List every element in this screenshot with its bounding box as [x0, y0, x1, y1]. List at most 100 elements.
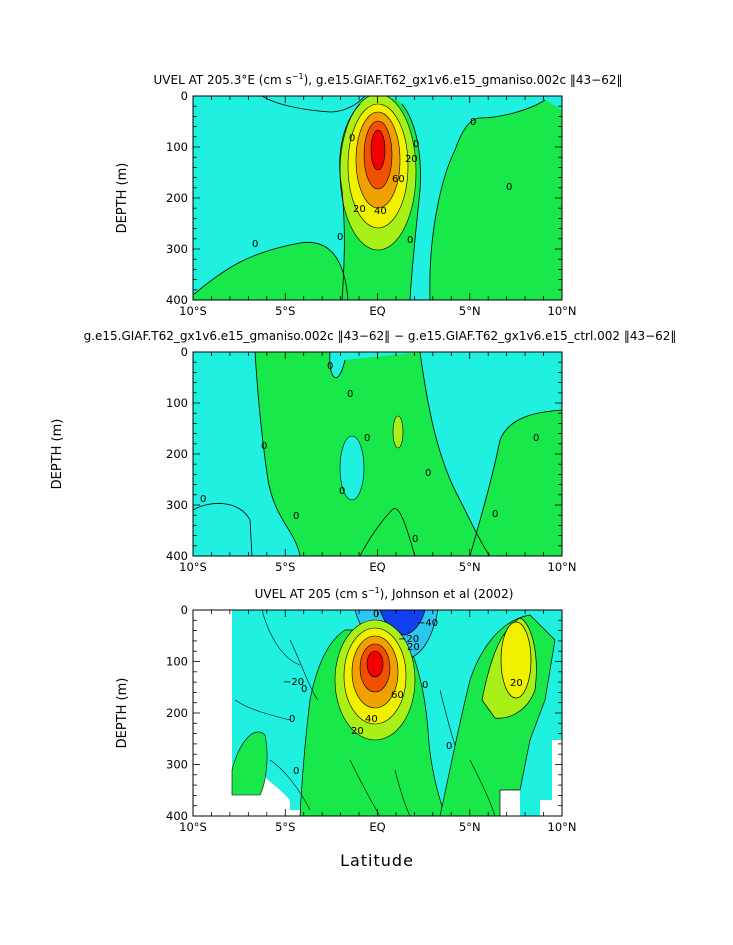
- panel-2-green-southwest-region: [193, 503, 252, 556]
- panel-1-contour-label-8: 0: [252, 239, 258, 250]
- x-tick-label: 5°N: [459, 820, 481, 834]
- panel-1-contour-field: [193, 96, 562, 300]
- panel-3-contour-label-7: 20: [407, 642, 420, 653]
- y-tick-label: 100: [166, 396, 188, 410]
- y-tick-label: 400: [166, 293, 188, 307]
- x-tick-label: EQ: [369, 560, 385, 574]
- panel-2-contour-field: [193, 352, 562, 556]
- y-tick-label: 300: [166, 242, 188, 256]
- y-tick-label: 200: [166, 191, 188, 205]
- panel-1-contour-label-9: 0: [337, 232, 343, 243]
- panel-1-surface-contour: [261, 96, 366, 113]
- panel-2-contour-label-10: 0: [492, 509, 498, 520]
- panel-1-contour-label-3: 20: [405, 154, 418, 165]
- x-tick-label: 10°S: [179, 304, 207, 318]
- panel-2-axes: 10°S 5°S EQ 5°N 10°N 0 100 200 300 400: [166, 345, 576, 574]
- panel-2-contour-label-9: 0: [425, 468, 431, 479]
- y-tick-label: 300: [166, 498, 188, 512]
- panel-2-contour-label-7: 0: [293, 511, 299, 522]
- x-tick-label: 5°N: [459, 304, 481, 318]
- panel-1-zero-contour-south: [193, 241, 349, 300]
- panel-3-contour-label-2: 0: [301, 684, 307, 695]
- panel-1-jet-core: [370, 129, 386, 171]
- panel-1-contour-label-5: 40: [374, 206, 387, 217]
- x-tick-label: 10°N: [548, 304, 577, 318]
- y-tick-label: 400: [166, 809, 188, 823]
- y-tick-label: 400: [166, 549, 188, 563]
- x-tick-label: 10°N: [548, 560, 577, 574]
- panel-2-ylabel: DEPTH (m): [50, 419, 65, 490]
- panel-1-contour-label-6: 20: [353, 204, 366, 215]
- panel-2-contour-label-5: 0: [339, 486, 345, 497]
- panel-3-yellow-east-core: [500, 621, 532, 699]
- x-tick-label: 5°S: [275, 304, 295, 318]
- panel-3-contour-label-3: 20: [351, 726, 364, 737]
- x-tick-label: EQ: [369, 820, 385, 834]
- x-tick-label: 5°S: [275, 560, 295, 574]
- y-tick-label: 0: [181, 603, 188, 617]
- panel-2-contour-label-3: 0: [364, 433, 370, 444]
- panel-1-contour-label-4: 60: [392, 174, 405, 185]
- panel-3-jet-core: [366, 650, 384, 678]
- panel-1-zero-contour-east: [429, 99, 546, 300]
- panel-1-contour-label-1: 0: [349, 133, 355, 144]
- panel-2-contour-label-2: 0: [347, 389, 353, 400]
- panel-2-title: g.e15.GIAF.T62_gx1v6.e15_gmaniso.002c ‖4…: [84, 329, 677, 343]
- panel-3-deep-green-patch-west: [231, 731, 268, 796]
- x-tick-label: 5°S: [275, 820, 295, 834]
- y-tick-label: 0: [181, 345, 188, 359]
- panel-1-contour-label-11: 0: [506, 182, 512, 193]
- panel-3-contour-label-13: 0: [293, 766, 299, 777]
- panel-1-contour-label-10: 0: [407, 235, 413, 246]
- y-tick-label: 200: [166, 447, 188, 461]
- y-tick-label: 200: [166, 706, 188, 720]
- panel-3-title: UVEL AT 205 (cm s−1), Johnson et al (200…: [255, 586, 514, 601]
- panel-1-title: UVEL AT 205.3°E (cm s−1), g.e15.GIAF.T62…: [154, 72, 623, 87]
- panel-3-contour-label-10: −40: [417, 618, 438, 629]
- panel-3: UVEL AT 205 (cm s−1), Johnson et al (200…: [115, 586, 577, 834]
- panel-2: g.e15.GIAF.T62_gx1v6.e15_gmaniso.002c ‖4…: [50, 329, 676, 574]
- panel-3-contour-label-9: −20: [398, 634, 419, 645]
- panel-3-contour-label-6: 60: [391, 690, 404, 701]
- figure-xlabel: Latitude: [340, 851, 414, 870]
- panel-3-contour-field: [193, 610, 562, 816]
- panel-3-contour-label-5: 40: [365, 714, 378, 725]
- panel-3-contour-label-12: 0: [289, 714, 295, 725]
- panel-1-ylabel: DEPTH (m): [115, 163, 130, 234]
- panel-2-contours: [193, 352, 562, 556]
- x-tick-label: 10°S: [179, 560, 207, 574]
- panel-3-ylabel: DEPTH (m): [115, 678, 130, 749]
- panel-2-green-middle-region: [255, 352, 490, 556]
- panel-1-green-east-region: [429, 100, 562, 300]
- x-tick-label: 10°N: [548, 820, 577, 834]
- x-tick-label: 5°N: [459, 560, 481, 574]
- panel-1: UVEL AT 205.3°E (cm s−1), g.e15.GIAF.T62…: [115, 72, 623, 318]
- x-tick-label: EQ: [369, 304, 385, 318]
- y-tick-label: 100: [166, 140, 188, 154]
- panel-2-contour-label-6: 0: [200, 494, 206, 505]
- panel-2-green-east-region: [470, 410, 562, 556]
- y-tick-label: 300: [166, 758, 188, 772]
- panel-2-contour-label-1: 0: [327, 361, 333, 372]
- panel-1-zero-contour: [339, 103, 421, 300]
- panel-2-contour-label-8: 0: [412, 534, 418, 545]
- panel-2-contour-label-11: 0: [533, 433, 539, 444]
- panel-1-green-south-region: [193, 242, 348, 300]
- panel-3-contour-label-8: 0: [422, 680, 428, 691]
- panel-3-contour-label-11: 20: [510, 678, 523, 689]
- y-tick-label: 100: [166, 655, 188, 669]
- y-tick-label: 0: [181, 89, 188, 103]
- panel-2-small-yellowgreen-patch: [392, 415, 404, 449]
- x-tick-label: 10°S: [179, 820, 207, 834]
- panel-3-contour-label-1: −20: [283, 677, 304, 688]
- panel-3-noisy-contours: [234, 610, 496, 816]
- panel-3-contour-label-4: 0: [373, 609, 379, 620]
- panel-2-contour-label-4: 0: [261, 441, 267, 452]
- panel-2-cyan-pocket: [339, 435, 365, 501]
- panel-1-contour-label-7: 0: [413, 139, 419, 150]
- panel-1-contour-label-2: 0: [470, 117, 476, 128]
- panel-3-contour-label-14: 0: [446, 741, 452, 752]
